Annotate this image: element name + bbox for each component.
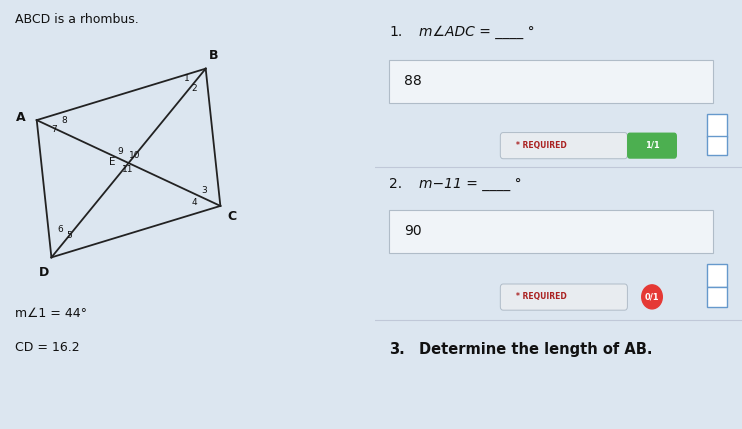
Text: 9: 9 (117, 147, 123, 155)
Text: 1: 1 (185, 74, 190, 82)
Circle shape (642, 285, 663, 309)
FancyBboxPatch shape (390, 210, 712, 253)
Text: m∠1 = 44°: m∠1 = 44° (15, 307, 87, 320)
Text: 90: 90 (404, 224, 421, 238)
Text: CD = 16.2: CD = 16.2 (15, 341, 79, 354)
Text: 88: 88 (404, 74, 422, 88)
Text: ABCD is a rhombus.: ABCD is a rhombus. (15, 13, 139, 26)
Text: 11: 11 (122, 165, 134, 173)
FancyBboxPatch shape (707, 264, 727, 287)
FancyBboxPatch shape (707, 287, 727, 307)
FancyBboxPatch shape (500, 133, 628, 159)
Text: 5: 5 (66, 232, 72, 240)
Text: * REQUIRED: * REQUIRED (516, 141, 567, 150)
Text: 6: 6 (58, 225, 64, 234)
FancyBboxPatch shape (707, 136, 727, 155)
Text: E: E (109, 157, 116, 167)
Text: 3.: 3. (390, 342, 405, 357)
FancyBboxPatch shape (390, 60, 712, 103)
Text: 0/1: 0/1 (645, 293, 660, 301)
Text: 7: 7 (51, 126, 57, 134)
Text: m∠ADC = ____ °: m∠ADC = ____ ° (418, 25, 534, 39)
Text: 4: 4 (192, 198, 197, 207)
Text: B: B (209, 49, 219, 62)
FancyBboxPatch shape (627, 133, 677, 159)
Text: 1/1: 1/1 (645, 141, 660, 150)
Text: m−11 = ____ °: m−11 = ____ ° (418, 178, 522, 191)
FancyBboxPatch shape (707, 114, 727, 137)
Text: 1.: 1. (390, 25, 403, 39)
Text: 2.: 2. (390, 178, 402, 191)
Text: 10: 10 (129, 151, 141, 160)
FancyBboxPatch shape (500, 284, 628, 310)
Text: C: C (228, 210, 237, 223)
Text: D: D (39, 266, 49, 279)
Text: Determine the length of AB.: Determine the length of AB. (418, 342, 652, 357)
Text: 8: 8 (62, 116, 67, 124)
Text: * REQUIRED: * REQUIRED (516, 293, 567, 301)
Text: 2: 2 (192, 85, 197, 93)
Text: A: A (16, 112, 26, 124)
Text: 3: 3 (201, 187, 207, 195)
